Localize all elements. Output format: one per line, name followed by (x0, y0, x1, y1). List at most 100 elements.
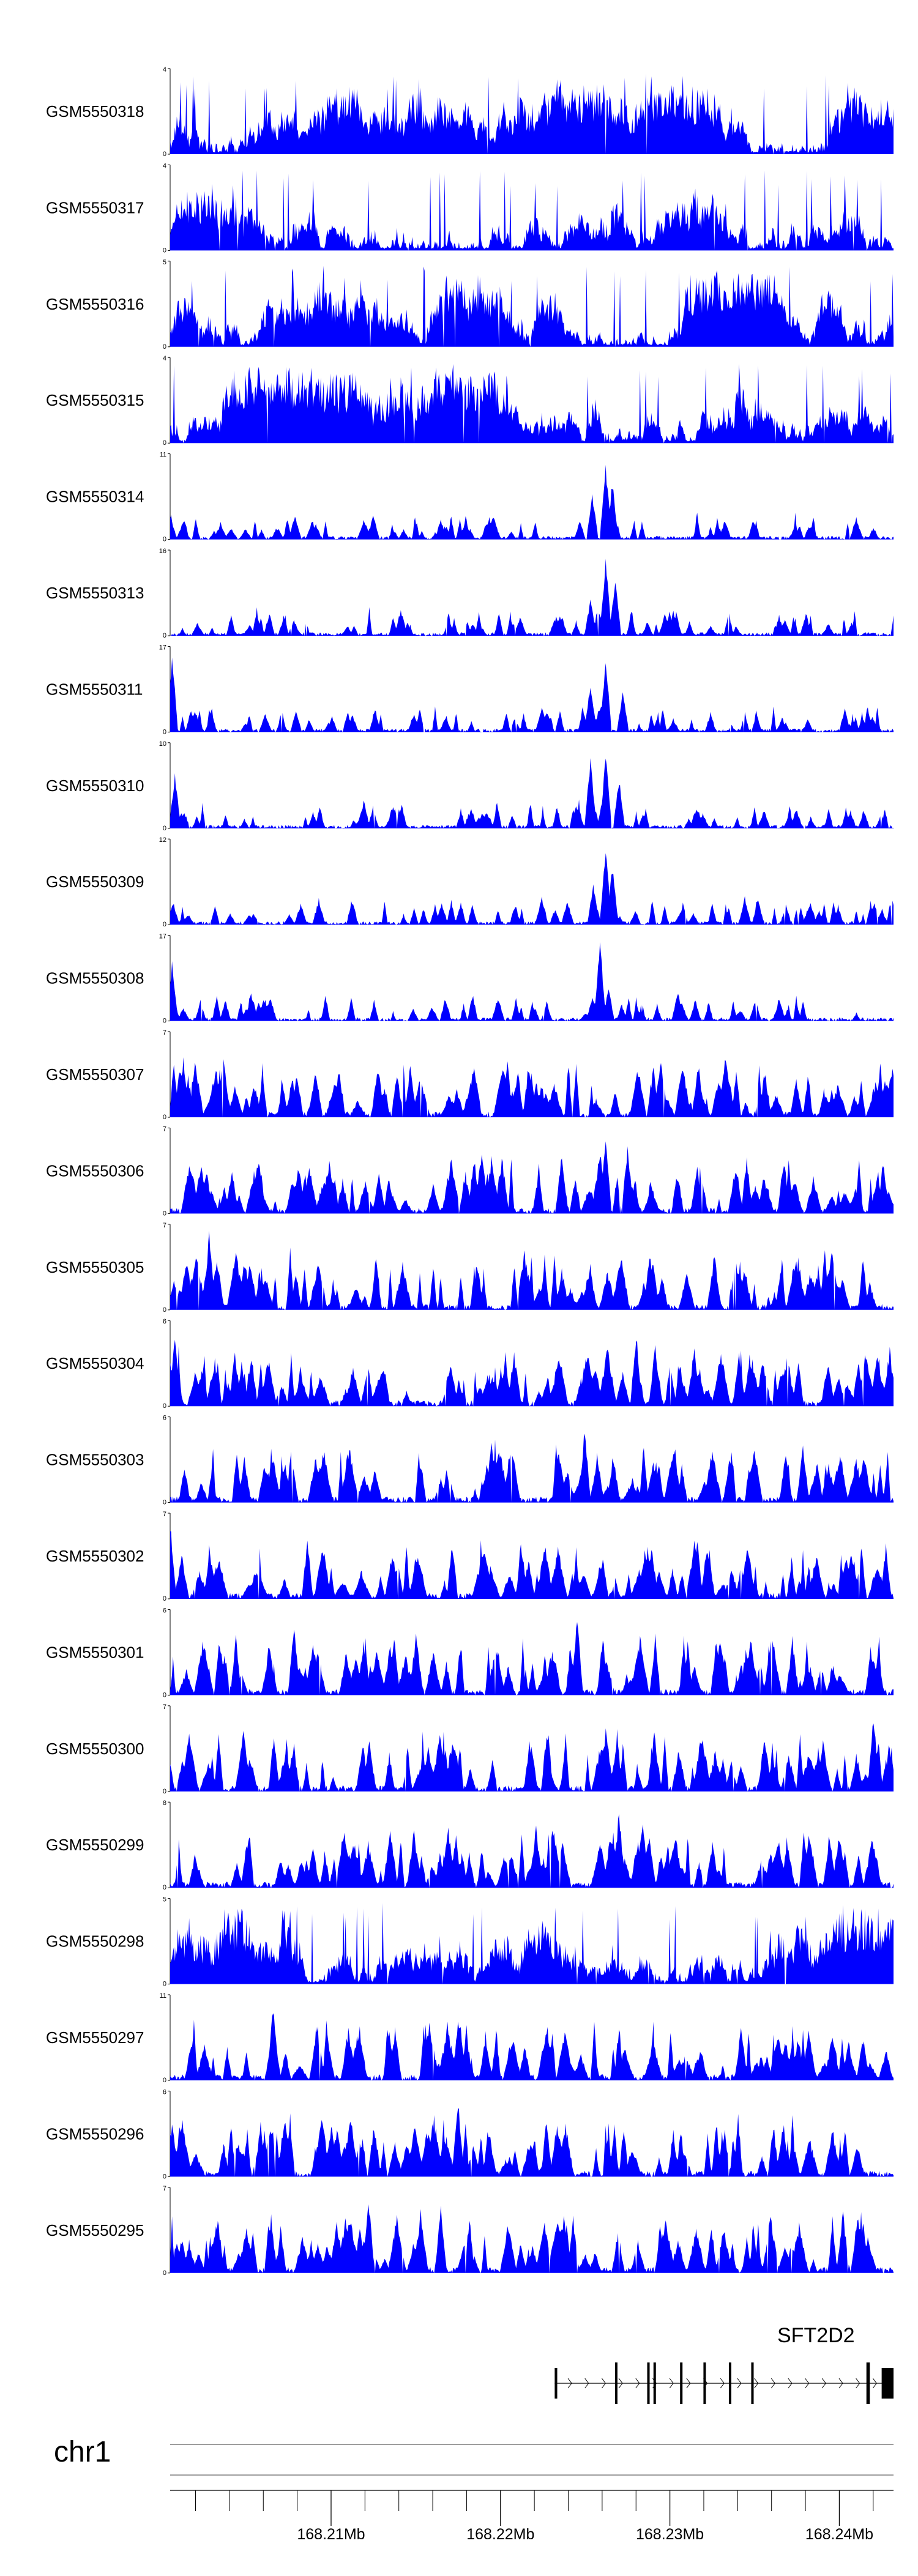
y-max-label: 11 (160, 452, 166, 459)
y-max-label: 4 (163, 162, 166, 169)
coverage-area (170, 1723, 894, 1792)
strand-arrow (584, 2378, 589, 2389)
exon (728, 2362, 731, 2404)
strand-arrow (771, 2378, 775, 2389)
x-tick-label: 168.24Mb (805, 2526, 873, 2543)
y-min-label: 0 (163, 1210, 166, 1217)
exon (614, 2362, 618, 2404)
y-max-label: 17 (159, 644, 166, 651)
track-GSM5550304: GSM5550304 6 0 (46, 1318, 894, 1410)
y-min-label: 0 (163, 632, 166, 639)
y-min-label: 0 (163, 1306, 166, 1314)
strand-arrow (788, 2378, 793, 2389)
coverage-area (170, 2204, 894, 2273)
y-max-label: 7 (163, 1222, 166, 1229)
track-label: GSM5550318 (46, 102, 144, 121)
coverage-area (170, 1903, 894, 1984)
y-min-label: 0 (163, 825, 166, 832)
track-label: GSM5550315 (46, 391, 144, 409)
y-max-label: 17 (159, 933, 166, 940)
y-max-label: 7 (163, 1511, 166, 1518)
track-label: GSM5550310 (46, 776, 144, 795)
y-max-label: 7 (163, 1703, 166, 1711)
y-min-label: 0 (163, 2173, 166, 2180)
track-label: GSM5550297 (46, 2028, 144, 2047)
track-label: GSM5550304 (46, 1354, 144, 1372)
track-GSM5550314: GSM5550314 11 0 (46, 452, 894, 543)
track-label: GSM5550306 (46, 1161, 144, 1180)
track-GSM5550299: GSM5550299 8 0 (46, 1800, 894, 1891)
track-label: GSM5550299 (46, 1836, 144, 1854)
track-GSM5550311: GSM5550311 17 0 (46, 644, 894, 735)
coverage-area (170, 1531, 894, 1599)
strand-arrow (805, 2378, 810, 2389)
exon (680, 2362, 683, 2404)
exon (703, 2362, 706, 2404)
track-label: GSM5550307 (46, 1065, 144, 1084)
track-GSM5550297: GSM5550297 11 0 (46, 1992, 894, 2084)
track-label: GSM5550313 (46, 584, 144, 602)
coverage-area (170, 758, 894, 828)
y-max-label: 7 (163, 1125, 166, 1133)
y-min-label: 0 (163, 1499, 166, 1506)
exon (881, 2368, 894, 2399)
strand-arrow (720, 2378, 725, 2389)
strand-arrow (821, 2378, 826, 2389)
y-max-label: 11 (160, 1992, 166, 2000)
y-min-label: 0 (163, 1114, 166, 1121)
gene-track: SFT2D2 (554, 2324, 894, 2404)
track-GSM5550306: GSM5550306 7 0 (46, 1125, 894, 1217)
track-GSM5550301: GSM5550301 6 0 (46, 1607, 894, 1699)
strand-arrow (856, 2378, 860, 2389)
track-GSM5550315: GSM5550315 4 0 (46, 355, 894, 447)
y-min-label: 0 (163, 1884, 166, 1891)
track-label: GSM5550311 (46, 680, 143, 698)
y-min-label: 0 (163, 1788, 166, 1795)
coverage-tracks: GSM555031840GSM555031740GSM555031650GSM5… (46, 66, 894, 2277)
track-GSM5550308: GSM5550308 17 0 (46, 933, 894, 1025)
track-label: GSM5550303 (46, 1451, 144, 1469)
y-min-label: 0 (163, 728, 166, 735)
exon (647, 2362, 650, 2404)
track-GSM5550313: GSM5550313 16 0 (46, 548, 894, 639)
strand-arrow (602, 2378, 606, 2389)
y-max-label: 4 (163, 66, 166, 73)
track-GSM5550298: GSM5550298 5 0 (46, 1896, 894, 1988)
y-min-label: 0 (163, 2077, 166, 2084)
strand-arrow (754, 2378, 759, 2389)
y-max-label: 6 (163, 2088, 166, 2096)
chromosome-label: chr1 (54, 2436, 111, 2468)
track-GSM5550307: GSM5550307 7 0 (46, 1029, 894, 1121)
coverage-area (170, 853, 894, 925)
track-GSM5550302: GSM5550302 7 0 (46, 1511, 894, 1603)
track-GSM5550300: GSM5550300 7 0 (46, 1703, 894, 1795)
strand-arrow (838, 2378, 843, 2389)
coverage-area (170, 559, 894, 636)
track-label: GSM5550296 (46, 2124, 144, 2143)
coverage-area (170, 1814, 894, 1888)
coverage-area (170, 1057, 894, 1117)
coverage-area (170, 2108, 894, 2177)
y-max-label: 7 (163, 1029, 166, 1037)
track-GSM5550295: GSM5550295 7 0 (46, 2185, 894, 2277)
track-GSM5550318: GSM5550318 4 0 (46, 66, 894, 158)
coverage-area (170, 364, 894, 444)
track-label: GSM5550298 (46, 1932, 144, 1951)
coverage-area (170, 1622, 894, 1696)
y-min-label: 0 (163, 151, 166, 158)
coverage-area (170, 1434, 894, 1503)
exon (554, 2368, 558, 2399)
y-max-label: 5 (163, 259, 166, 266)
y-min-label: 0 (163, 536, 166, 543)
exon (866, 2362, 870, 2404)
coverage-area (170, 1230, 894, 1310)
track-label: GSM5550295 (46, 2221, 144, 2239)
strand-arrow (737, 2378, 742, 2389)
exon (653, 2362, 656, 2404)
coverage-area (170, 464, 894, 540)
y-min-label: 0 (163, 1018, 166, 1025)
coverage-area (170, 1141, 894, 1214)
y-max-label: 10 (159, 740, 166, 748)
y-max-label: 4 (163, 355, 166, 362)
track-GSM5550316: GSM5550316 5 0 (46, 259, 894, 351)
